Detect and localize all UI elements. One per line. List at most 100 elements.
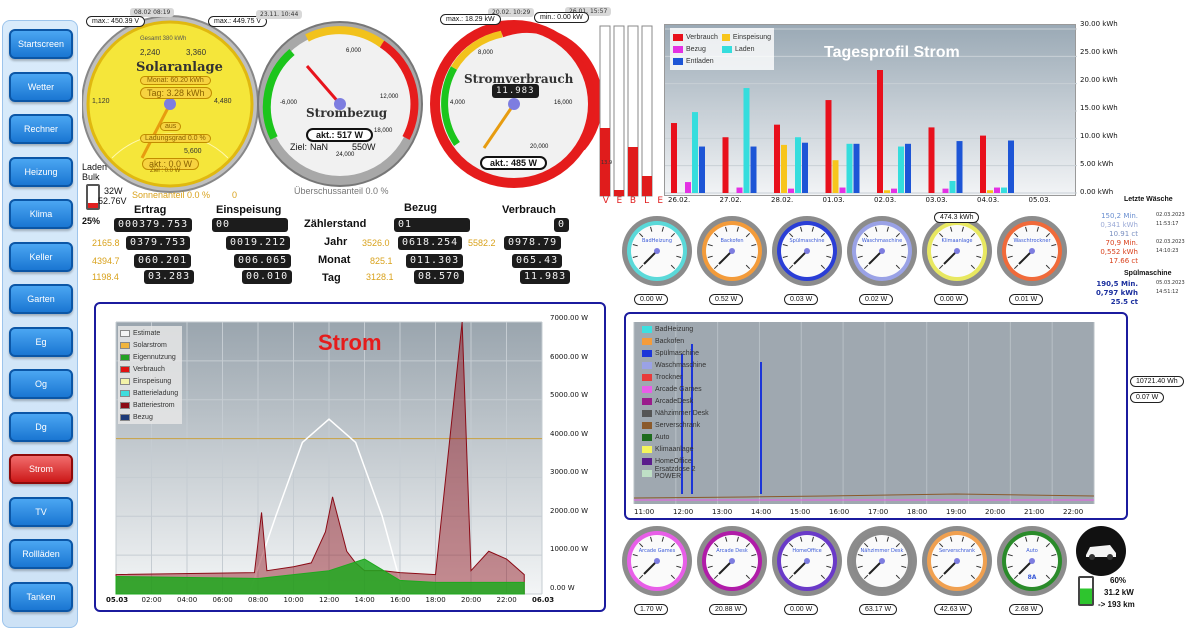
strom-xaxis: 05.03 02:00 04:00 06:00 08:00 10:00 12:00 14:00… (100, 596, 560, 608)
y-tick-label: 0.00 kWh (1080, 188, 1114, 196)
bar-entladen (802, 142, 808, 193)
nav-button-heizung[interactable]: Heizung (9, 156, 73, 187)
device-gauge-dial (772, 216, 842, 286)
verbrauch-max-tag: max.: 18.29 kW (440, 14, 501, 25)
nav-button-startscreen[interactable]: Startscreen (9, 29, 73, 59)
legend-label: Bezug (133, 413, 153, 421)
legend-swatch (673, 45, 683, 53)
device-gauge-dial (997, 216, 1067, 286)
bar-letter: L (644, 196, 650, 206)
bezug-ziel-max: 550W (352, 142, 376, 152)
x-tick-label: 13:00 (712, 508, 733, 516)
bar-verbrauch (877, 70, 883, 193)
nav-button-dg[interactable]: Dg (9, 411, 73, 442)
dryer-title: Letzte Wäsche (1124, 196, 1173, 203)
device-gauge-value: 0.02 W (859, 294, 894, 305)
lbl-jahr: Jahr (324, 236, 348, 248)
nav-button-rollläden[interactable]: Rollläden (9, 539, 73, 569)
device-gauge-dial (697, 526, 767, 596)
nav-button-strom[interactable]: Strom (9, 454, 73, 484)
bar-entladen (853, 143, 860, 193)
legend-swatch (120, 377, 130, 385)
y-tick-label: 2000.00 W (550, 506, 589, 515)
solar-date-tag: 08.02 08:19 (130, 8, 175, 17)
bottom-gauge-2: HomeOffice 0.00 W (770, 524, 844, 620)
device-gauge-dial (922, 526, 992, 596)
legend-swatch (642, 325, 652, 333)
solar-akt: akt.: 0.0 W (142, 158, 200, 170)
nav-button-tanken[interactable]: Tanken (9, 581, 73, 612)
bezug-title: Strombezug (306, 106, 388, 120)
device-gauge-value: 0.03 W (784, 294, 819, 305)
strom-chart (115, 321, 543, 595)
nav-button-eg[interactable]: Eg (9, 326, 73, 357)
legend-label: Entladen (686, 57, 714, 65)
tick-1120: 1,120 (92, 98, 110, 105)
nav-button-wetter[interactable]: Wetter (9, 71, 73, 102)
solar-max-tag: max.: 450.39 V (86, 16, 146, 27)
legend-swatch (722, 33, 730, 41)
nav-button-tv[interactable]: TV (9, 496, 73, 527)
bar-letter: V (602, 196, 609, 206)
nav-button-garten[interactable]: Garten (9, 284, 73, 314)
right-pill-2: 0.07 W (1130, 392, 1165, 403)
legend-label: Einspeisung (133, 377, 172, 385)
legend-swatch (120, 365, 130, 373)
device-gauge-name: HomeOffice (792, 548, 822, 554)
bar-letter: B (629, 196, 637, 206)
dryer-date: 02.03.2023 (1156, 212, 1185, 218)
battery-percent: 25% (82, 216, 101, 226)
device-gauge-value: 2.68 W (1009, 604, 1044, 615)
jahr-bezug-side: 3526.0 (362, 238, 390, 248)
ueberschuss: Überschussanteil 0.0 % (294, 186, 389, 196)
einsp-total: 00 (212, 218, 288, 232)
nav-button-og[interactable]: Og (9, 369, 73, 399)
device-gauge-name: Nähzimmer Desk (860, 548, 904, 554)
bar-laden (743, 88, 750, 193)
y-tick-label: 5000.00 W (550, 391, 589, 399)
tick-6000: 6,000 (346, 48, 362, 54)
bezug-gauge (257, 21, 423, 187)
car-battery-icon (1078, 576, 1094, 606)
battery-power: 32W (104, 186, 123, 196)
legend-swatch (642, 445, 652, 453)
device-gauge-value: 1.70 W (634, 604, 669, 615)
tick-neg6000: -6,000 (280, 100, 298, 106)
bar-entladen (1008, 140, 1014, 193)
x-tick-label: 18:00 (907, 508, 928, 516)
legend-swatch (642, 361, 652, 369)
x-tick-label: 21:00 (1024, 508, 1045, 516)
legend-item: Laden (722, 43, 771, 55)
tag-ertrag-side: 1198.4 (92, 272, 119, 282)
bar-einspeisung (987, 190, 993, 193)
nav-button-klima[interactable]: Klima (9, 199, 73, 229)
right-pill-1: 10721.40 Wh (1130, 376, 1184, 387)
bar-letter: E (657, 196, 664, 206)
car-icon[interactable] (1076, 526, 1126, 576)
nav-button-rechner[interactable]: Rechner (9, 114, 73, 144)
x-tick-label: 08:00 (248, 596, 269, 604)
jahr-verb: 0978.79 (504, 236, 562, 250)
device-gauge-value: 20.88 W (709, 604, 748, 615)
device-gauge-dial (697, 216, 767, 286)
legend-swatch (642, 373, 652, 381)
legend-swatch (642, 385, 652, 393)
legend-label: Waschmaschine (655, 361, 707, 369)
bar-verbrauch (671, 123, 677, 193)
jahr-ertrag-side: 2165.8 (92, 238, 120, 248)
nav-button-keller[interactable]: Keller (9, 241, 73, 272)
legend-item: Batterieladung (120, 387, 180, 399)
legend-swatch (120, 353, 130, 361)
x-tick-label: 27.02. (719, 196, 742, 204)
verbrauch-gauge (430, 20, 602, 188)
x-tick-label: 20:00 (985, 508, 1006, 516)
top-gauge-3: Waschmaschine 0.02 W (845, 214, 919, 310)
x-tick-label: 02.03. (874, 196, 897, 204)
strom-yaxis: 7000.00 W 6000.00 W 5000.00 W 4000.00 W 3000… (550, 314, 602, 594)
dryer-value: 70,9 Min. (1105, 239, 1138, 247)
x-tick-label: 20:00 (461, 596, 482, 604)
spuel-value: 190,5 Min. (1096, 280, 1138, 288)
tick-18000: 18,000 (374, 128, 393, 134)
monat-ertrag-side: 4394.7 (92, 256, 120, 266)
legend-label: Batteriestrom (133, 401, 175, 409)
